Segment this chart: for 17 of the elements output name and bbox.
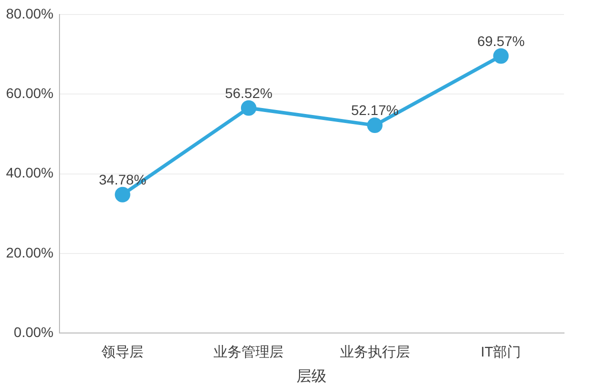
data-label: 69.57% bbox=[477, 32, 525, 49]
y-tick-label: 80.00% bbox=[6, 5, 54, 22]
x-axis-title: 层级 bbox=[296, 368, 327, 386]
x-tick-label: 领导层 bbox=[102, 343, 144, 360]
point bbox=[493, 48, 509, 64]
x-tick-label: 业务管理层 bbox=[214, 343, 284, 360]
y-tick-label: 20.00% bbox=[6, 244, 54, 260]
data-label: 56.52% bbox=[224, 84, 272, 101]
y-tick-label: 40.00% bbox=[6, 164, 54, 181]
x-tick-label: 业务执行层 bbox=[340, 343, 410, 360]
point bbox=[114, 186, 130, 202]
point bbox=[240, 100, 256, 116]
x-tick-label: IT部门 bbox=[480, 343, 522, 360]
point bbox=[367, 118, 383, 134]
y-tick-label: 0.00% bbox=[14, 324, 54, 340]
data-label: 52.17% bbox=[351, 102, 399, 118]
y-tick-label: 60.00% bbox=[6, 84, 54, 101]
